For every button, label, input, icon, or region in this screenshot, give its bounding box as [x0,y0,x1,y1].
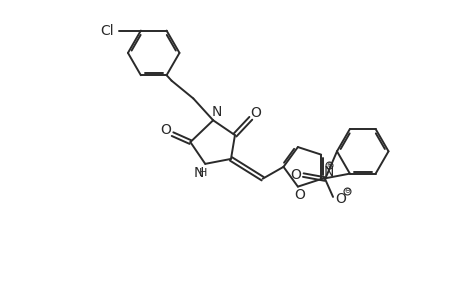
Text: H: H [199,168,207,178]
Text: ⊕: ⊕ [325,162,331,168]
Text: O: O [250,106,261,120]
Text: O: O [294,188,305,202]
Text: O: O [160,123,171,137]
Text: O: O [289,168,300,182]
Text: Cl: Cl [100,24,114,38]
Text: N: N [212,105,222,119]
Text: ⊖: ⊖ [343,188,349,194]
Text: N: N [194,166,204,180]
Text: O: O [335,192,346,206]
Text: N: N [323,165,334,179]
